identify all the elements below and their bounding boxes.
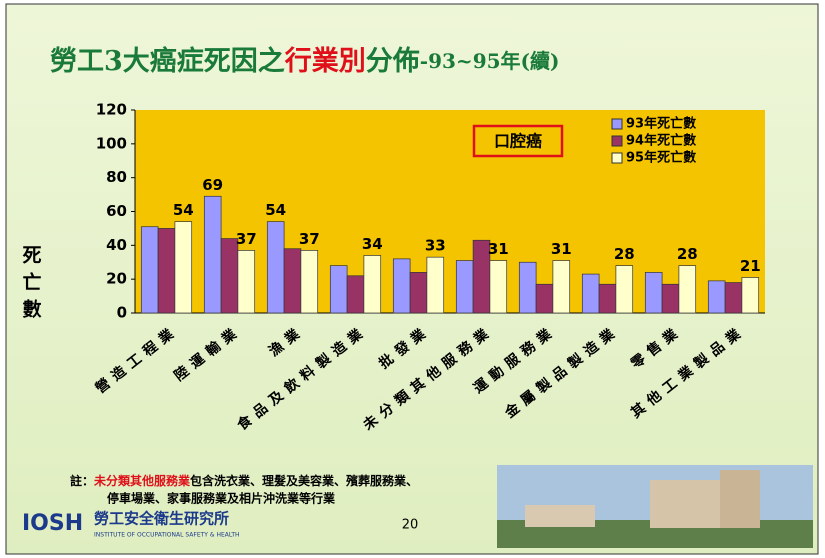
value-label: 34 [362,235,383,253]
building-photo [497,465,813,548]
bar [410,272,427,313]
value-label: 54 [173,201,194,219]
bar [393,259,410,313]
logo-english: INSTITUTE OF OCCUPATIONAL SAFETY & HEALT… [94,532,240,539]
y-tick-label: 80 [106,168,127,186]
note: 註：未分類其他服務業包含洗衣業、理髮及美容業、殯葬服務業、 [70,473,418,488]
y-tick-label: 20 [106,270,127,288]
value-label: 37 [236,230,257,248]
legend-label: 95年死亡數 [626,150,696,166]
legend-swatch [612,136,622,146]
bar [347,276,364,313]
value-label: 28 [614,245,635,263]
value-label: 37 [299,230,320,248]
y-tick-label: 100 [96,134,127,152]
bar [204,196,221,313]
legend-swatch [612,119,622,129]
bar [456,261,473,313]
bar [141,227,158,313]
y-tick-label: 40 [106,236,127,254]
bar [553,261,570,313]
bar [519,262,536,313]
bar [267,222,284,313]
bar [490,261,507,313]
note: 停車場業、家事服務業及相片沖洗業等行業 [107,491,336,506]
bar [301,250,318,313]
bar [536,284,553,313]
value-label: 21 [740,257,761,275]
logo-name: 勞工安全衛生研究所 [94,510,229,528]
annotation: 口腔癌 [494,132,542,151]
bar [175,222,192,313]
bar [364,255,381,313]
bar [582,274,599,313]
bar [645,272,662,313]
value-label: 31 [551,240,572,258]
bar [330,266,347,313]
bar [742,277,759,313]
bar [238,250,255,313]
bar [221,239,238,313]
chart-title: 勞工3大癌症死因之行業別分佈-93~95年(續) [50,45,559,77]
slide: 勞工3大癌症死因之行業別分佈-93~95年(續) 死亡數 0 20 40 60 80 10… [0,0,825,558]
legend-label: 93年死亡數 [626,116,696,132]
bar [427,257,444,313]
y-tick-label: 60 [106,202,127,220]
logo-mark: IOSH [22,511,83,536]
y-tick-label: 0 [117,304,127,322]
bar [599,284,616,313]
bar [708,281,725,313]
page-number: 20 [402,518,419,533]
value-label: 28 [677,245,698,263]
bar [284,249,301,313]
bar [679,266,696,313]
bar [662,284,679,313]
value-label: 31 [488,240,509,258]
value-label: 54 [265,201,286,219]
bar [158,228,175,313]
value-label: 69 [202,176,223,194]
value-label: 33 [425,237,446,255]
legend-swatch [612,153,622,163]
bar [616,266,633,313]
y-tick-label: 120 [96,101,127,119]
y-axis-label: 死亡數 [20,245,42,326]
legend-label: 94年死亡數 [626,133,696,149]
bar [725,283,742,313]
